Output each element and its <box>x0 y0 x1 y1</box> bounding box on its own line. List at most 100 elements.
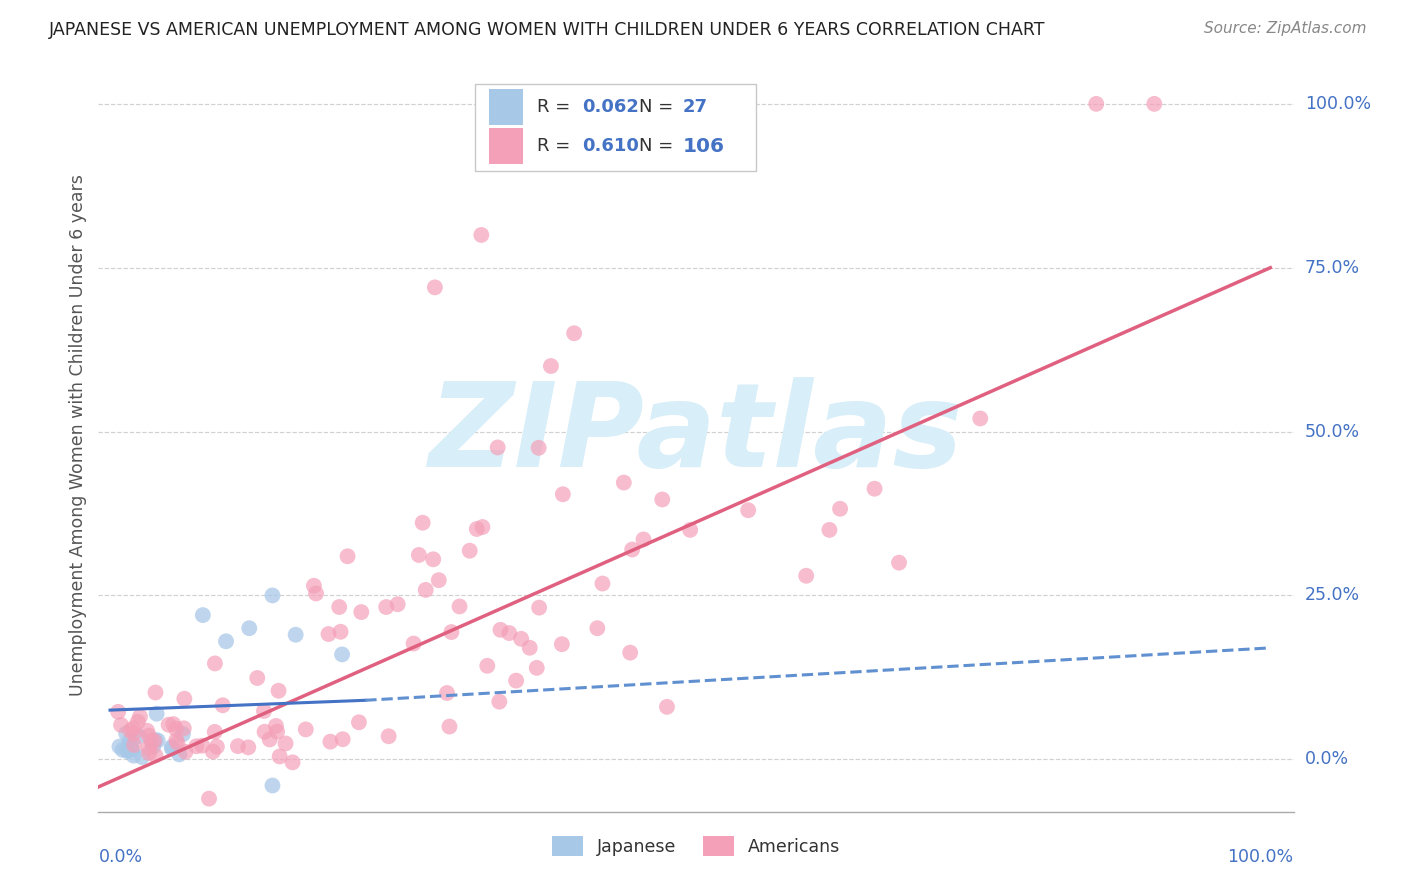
Point <box>122 748 145 763</box>
Point <box>737 503 759 517</box>
Text: 100.0%: 100.0% <box>1305 95 1371 113</box>
Point <box>173 721 195 735</box>
Text: 75.0%: 75.0% <box>1305 259 1360 277</box>
Point <box>138 740 160 755</box>
Point <box>131 750 153 764</box>
Point <box>267 683 290 698</box>
Point <box>122 727 145 741</box>
Point <box>818 523 841 537</box>
Point <box>328 600 350 615</box>
Point <box>336 549 359 564</box>
Point <box>253 724 276 739</box>
FancyBboxPatch shape <box>475 85 756 171</box>
Point <box>186 739 208 754</box>
Point <box>498 626 520 640</box>
Point <box>129 709 152 723</box>
Point <box>402 636 425 650</box>
Point <box>142 739 165 754</box>
Point <box>122 721 145 735</box>
Point <box>172 727 194 741</box>
Point <box>141 734 163 748</box>
Point <box>128 729 150 743</box>
Point <box>679 523 702 537</box>
Point <box>329 624 352 639</box>
Point <box>120 723 142 738</box>
Point <box>527 441 550 455</box>
Point <box>527 600 550 615</box>
Point <box>969 411 991 425</box>
Point <box>350 605 373 619</box>
Point <box>136 723 159 738</box>
Point <box>510 632 533 646</box>
Point <box>262 779 284 793</box>
Point <box>633 533 655 547</box>
Y-axis label: Unemployment Among Women with Children Under 6 years: Unemployment Among Women with Children U… <box>69 174 87 696</box>
Point <box>117 744 139 758</box>
Bar <box>489 89 523 125</box>
Point <box>828 501 851 516</box>
Point <box>262 589 284 603</box>
Point <box>412 516 434 530</box>
Point <box>863 482 886 496</box>
Point <box>266 724 288 739</box>
Point <box>274 736 297 750</box>
Point <box>238 740 260 755</box>
Point <box>127 714 149 729</box>
Point <box>173 691 195 706</box>
Point <box>540 359 562 373</box>
Point <box>191 608 214 623</box>
Point <box>253 704 276 718</box>
Point <box>551 637 574 651</box>
Point <box>284 628 307 642</box>
Point <box>377 729 399 743</box>
Point <box>204 657 226 671</box>
Point <box>118 734 141 748</box>
Legend: Japanese, Americans: Japanese, Americans <box>546 830 846 863</box>
Point <box>162 717 184 731</box>
Point <box>165 722 187 736</box>
Point <box>146 733 169 747</box>
Point <box>269 749 291 764</box>
Text: 0.062: 0.062 <box>582 98 640 116</box>
Point <box>423 280 446 294</box>
Point <box>160 741 183 756</box>
Text: N =: N = <box>638 137 679 155</box>
Text: 0.0%: 0.0% <box>1305 750 1348 768</box>
Point <box>387 597 409 611</box>
Point <box>246 671 269 685</box>
Point <box>145 706 167 721</box>
Point <box>458 543 481 558</box>
Point <box>488 695 510 709</box>
Point <box>471 520 494 534</box>
Point <box>117 743 139 757</box>
Point <box>415 582 437 597</box>
Text: JAPANESE VS AMERICAN UNEMPLOYMENT AMONG WOMEN WITH CHILDREN UNDER 6 YEARS CORREL: JAPANESE VS AMERICAN UNEMPLOYMENT AMONG … <box>49 21 1046 38</box>
Point <box>143 734 166 748</box>
Text: R =: R = <box>537 98 576 116</box>
Point <box>115 726 138 740</box>
Point <box>477 658 499 673</box>
Point <box>145 685 167 699</box>
Point <box>332 732 354 747</box>
Point <box>138 746 160 760</box>
Point <box>375 600 398 615</box>
Text: 0.0%: 0.0% <box>98 847 142 866</box>
Point <box>586 621 609 635</box>
Point <box>302 579 325 593</box>
Point <box>160 739 183 754</box>
Point <box>330 648 353 662</box>
Point <box>211 698 233 713</box>
Point <box>120 739 142 753</box>
Point <box>794 568 817 582</box>
Point <box>165 733 187 747</box>
Point <box>138 729 160 743</box>
Point <box>887 556 910 570</box>
Point <box>470 227 492 242</box>
Point <box>551 487 574 501</box>
Point <box>305 586 328 600</box>
Point <box>191 739 214 753</box>
Point <box>489 623 512 637</box>
Point <box>198 791 221 805</box>
Text: Source: ZipAtlas.com: Source: ZipAtlas.com <box>1204 21 1367 36</box>
Text: 25.0%: 25.0% <box>1305 586 1360 605</box>
